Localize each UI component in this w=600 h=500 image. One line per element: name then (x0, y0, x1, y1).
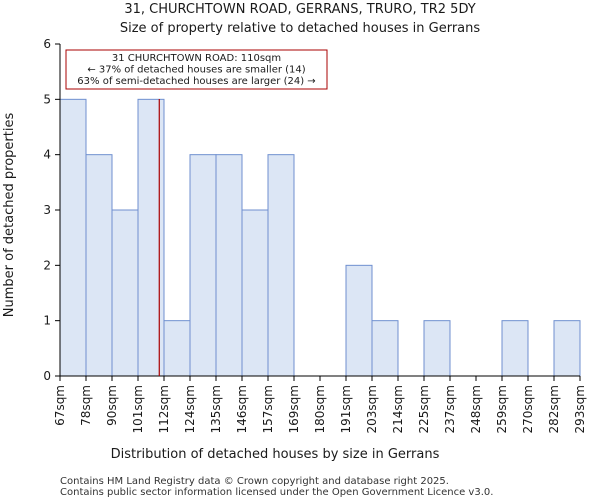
chart-subtitle: Size of property relative to detached ho… (120, 21, 481, 36)
annotation-box (65, 49, 328, 90)
bar-112sqm (163, 320, 191, 377)
x-tick-label: 78sqm (79, 385, 93, 426)
bar-78sqm (85, 154, 113, 377)
x-tick-label: 259sqm (495, 385, 509, 433)
bar-101sqm (137, 98, 165, 377)
bar-135sqm (215, 154, 243, 377)
x-tick-label: 270sqm (521, 385, 535, 433)
y-tick-label: 6 (43, 37, 51, 51)
y-tick-label: 0 (43, 369, 51, 383)
x-tick-label: 282sqm (547, 385, 561, 433)
bars (59, 98, 581, 377)
bar-203sqm (371, 320, 399, 377)
y-axis-label: Number of detached properties (2, 113, 17, 318)
x-tick-label: 90sqm (105, 385, 119, 426)
x-tick-label: 101sqm (131, 385, 145, 433)
x-tick-label: 293sqm (573, 385, 587, 433)
x-tick-label: 169sqm (287, 385, 301, 433)
x-tick-label: 124sqm (183, 385, 197, 433)
bar-146sqm (241, 209, 269, 377)
y-tick-label: 4 (43, 148, 51, 162)
chart-title: 31, CHURCHTOWN ROAD, GERRANS, TRURO, TR2… (124, 2, 475, 17)
y-tick-label: 5 (43, 92, 51, 106)
x-tick-label: 225sqm (417, 385, 431, 433)
footer-line-1: Contains HM Land Registry data © Crown c… (60, 476, 449, 487)
annotation-line-3: 63% of semi-detached houses are larger (… (77, 76, 315, 87)
bar-259sqm (501, 320, 529, 377)
x-tick-label: 203sqm (365, 385, 379, 433)
x-axis-label: Distribution of detached houses by size … (111, 447, 440, 462)
y-tick-label: 2 (43, 258, 51, 272)
annotation-line-2: ← 37% of detached houses are smaller (14… (87, 65, 305, 76)
x-tick-label: 157sqm (261, 385, 275, 433)
x-tick-label: 191sqm (339, 385, 353, 433)
footer-line-2: Contains public sector information licen… (60, 487, 493, 498)
y-tick-label: 3 (43, 203, 51, 217)
annotation-line-1: 31 CHURCHTOWN ROAD: 110sqm (112, 53, 281, 64)
x-tick-label: 112sqm (157, 385, 171, 433)
x-tick-label: 135sqm (209, 385, 223, 433)
bar-282sqm (553, 320, 581, 377)
y-tick-label: 1 (43, 314, 51, 328)
bar-157sqm (267, 154, 295, 377)
x-ticks: 67sqm 78sqm 90sqm 101sqm 112sqm 124sqm 135sqm 1… (53, 376, 587, 433)
bar-124sqm (189, 154, 217, 377)
marker: 31 CHURCHTOWN ROAD: 110sqm← 37% of detac… (65, 49, 328, 376)
x-tick-label: 248sqm (469, 385, 483, 433)
bar-191sqm (345, 264, 373, 377)
bar-67sqm (59, 98, 87, 377)
x-tick-label: 237sqm (443, 385, 457, 433)
bar-225sqm (423, 320, 451, 377)
x-tick-label: 180sqm (313, 385, 327, 433)
x-tick-label: 214sqm (391, 385, 405, 433)
x-tick-label: 67sqm (53, 385, 67, 426)
y-ticks: 0 1 2 3 4 5 6 (43, 37, 60, 383)
bar-90sqm (111, 209, 139, 377)
x-tick-label: 146sqm (235, 385, 249, 433)
